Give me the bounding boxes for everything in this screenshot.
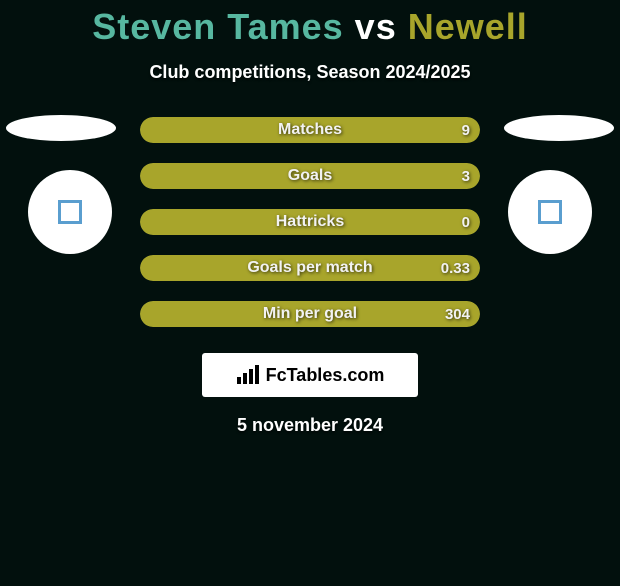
title-player: Steven Tames xyxy=(92,6,343,47)
stat-fill xyxy=(140,301,480,327)
stat-fill xyxy=(140,117,480,143)
stat-fill xyxy=(140,163,480,189)
player-avatar-left xyxy=(28,170,112,254)
bar-chart-icon xyxy=(236,364,260,386)
title-vs: vs xyxy=(355,6,397,47)
title-opponent: Newell xyxy=(408,6,528,47)
placeholder-icon xyxy=(538,200,562,224)
avatar-shadow-left xyxy=(6,115,116,141)
stats-list: Matches9 Goals3 Hattricks0 Goals per match0… xyxy=(140,117,480,347)
stat-row: Min per goal304 xyxy=(140,301,480,327)
page-title: Steven Tames vs Newell xyxy=(0,6,620,48)
stat-row: Hattricks0 xyxy=(140,209,480,235)
comparison-area: Matches9 Goals3 Hattricks0 Goals per match0… xyxy=(0,105,620,345)
avatar-shadow-right xyxy=(504,115,614,141)
stat-row: Matches9 xyxy=(140,117,480,143)
brand-badge: FcTables.com xyxy=(202,353,418,397)
stat-row: Goals3 xyxy=(140,163,480,189)
stat-fill xyxy=(140,255,480,281)
stat-row: Goals per match0.33 xyxy=(140,255,480,281)
player-avatar-right xyxy=(508,170,592,254)
brand-text: FcTables.com xyxy=(266,365,385,386)
subtitle: Club competitions, Season 2024/2025 xyxy=(0,62,620,83)
as-of-date: 5 november 2024 xyxy=(0,415,620,436)
placeholder-icon xyxy=(58,200,82,224)
stat-fill xyxy=(140,209,480,235)
